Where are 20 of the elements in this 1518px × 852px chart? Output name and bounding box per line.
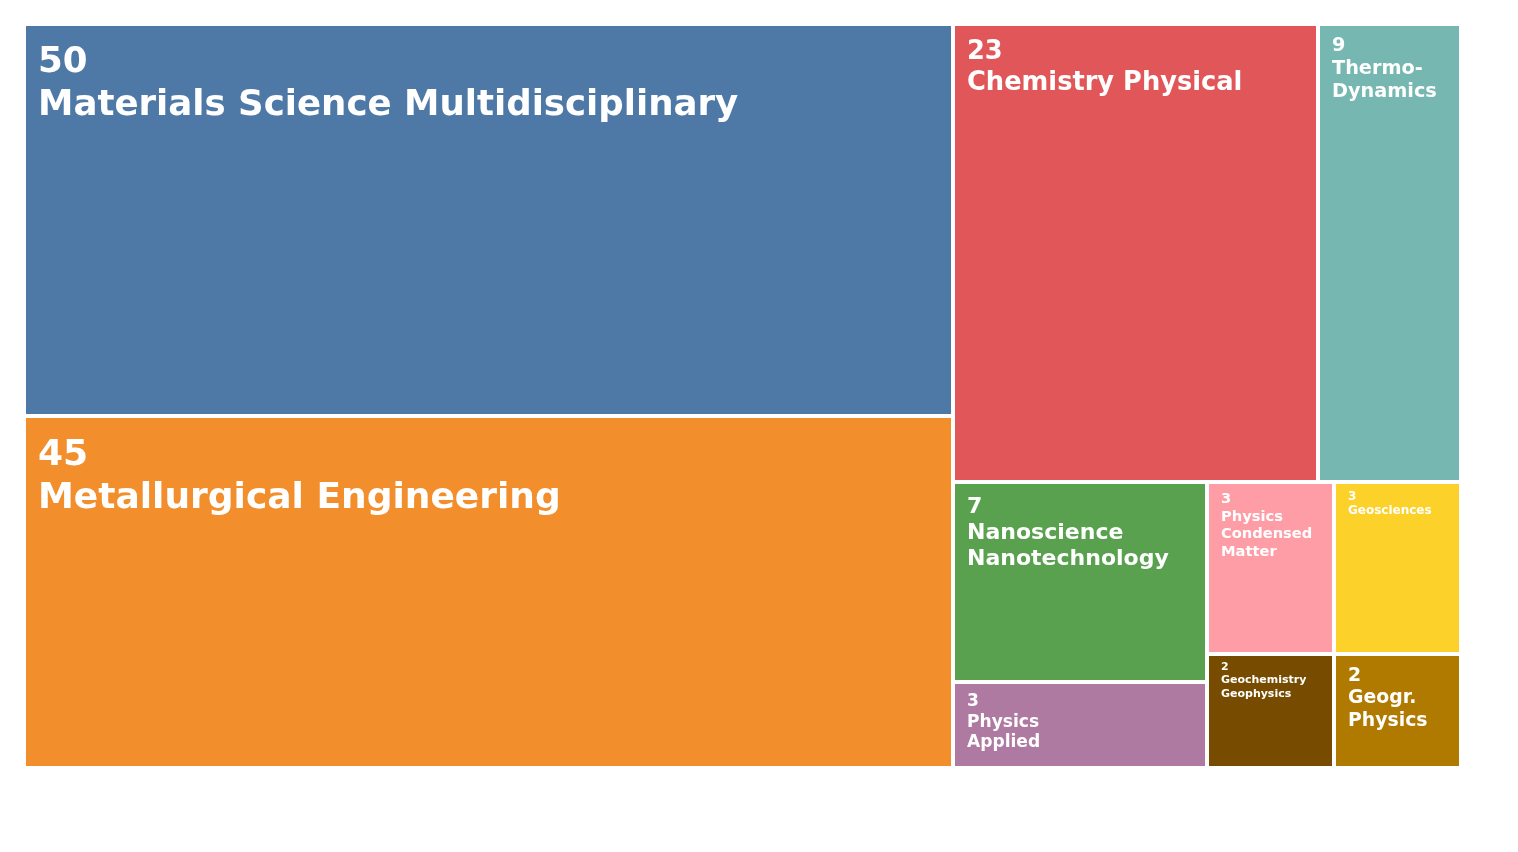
data-label: 50 [38,39,88,81]
category-label: Physics Condensed Matter [1221,506,1313,559]
data-label: 3 [1221,489,1232,507]
data-label: 45 [38,431,89,473]
category-label: Nanoscience Nanotechnology [967,519,1169,571]
category-label: Materials Science Multidisciplinary [38,81,739,123]
data-label: 2 [1348,663,1362,685]
category-label: Thermo- Dynamics [1332,56,1437,103]
category-label: Chemistry Physical [967,66,1243,97]
category-label: Physics Applied [967,710,1041,752]
data-label: 9 [1332,33,1346,57]
category-label: Metallurgical Engineering [38,475,561,516]
data-label: 2 [1221,660,1229,674]
category-label: Geogr. Physics [1348,686,1428,730]
category-label: Geosciences [1348,502,1432,517]
data-label: 3 [967,690,979,711]
data-label: 7 [967,492,983,518]
data-label: 3 [1348,488,1357,503]
category-label: Geochemistry Geophysics [1221,673,1307,700]
data-label: 23 [967,35,1003,66]
